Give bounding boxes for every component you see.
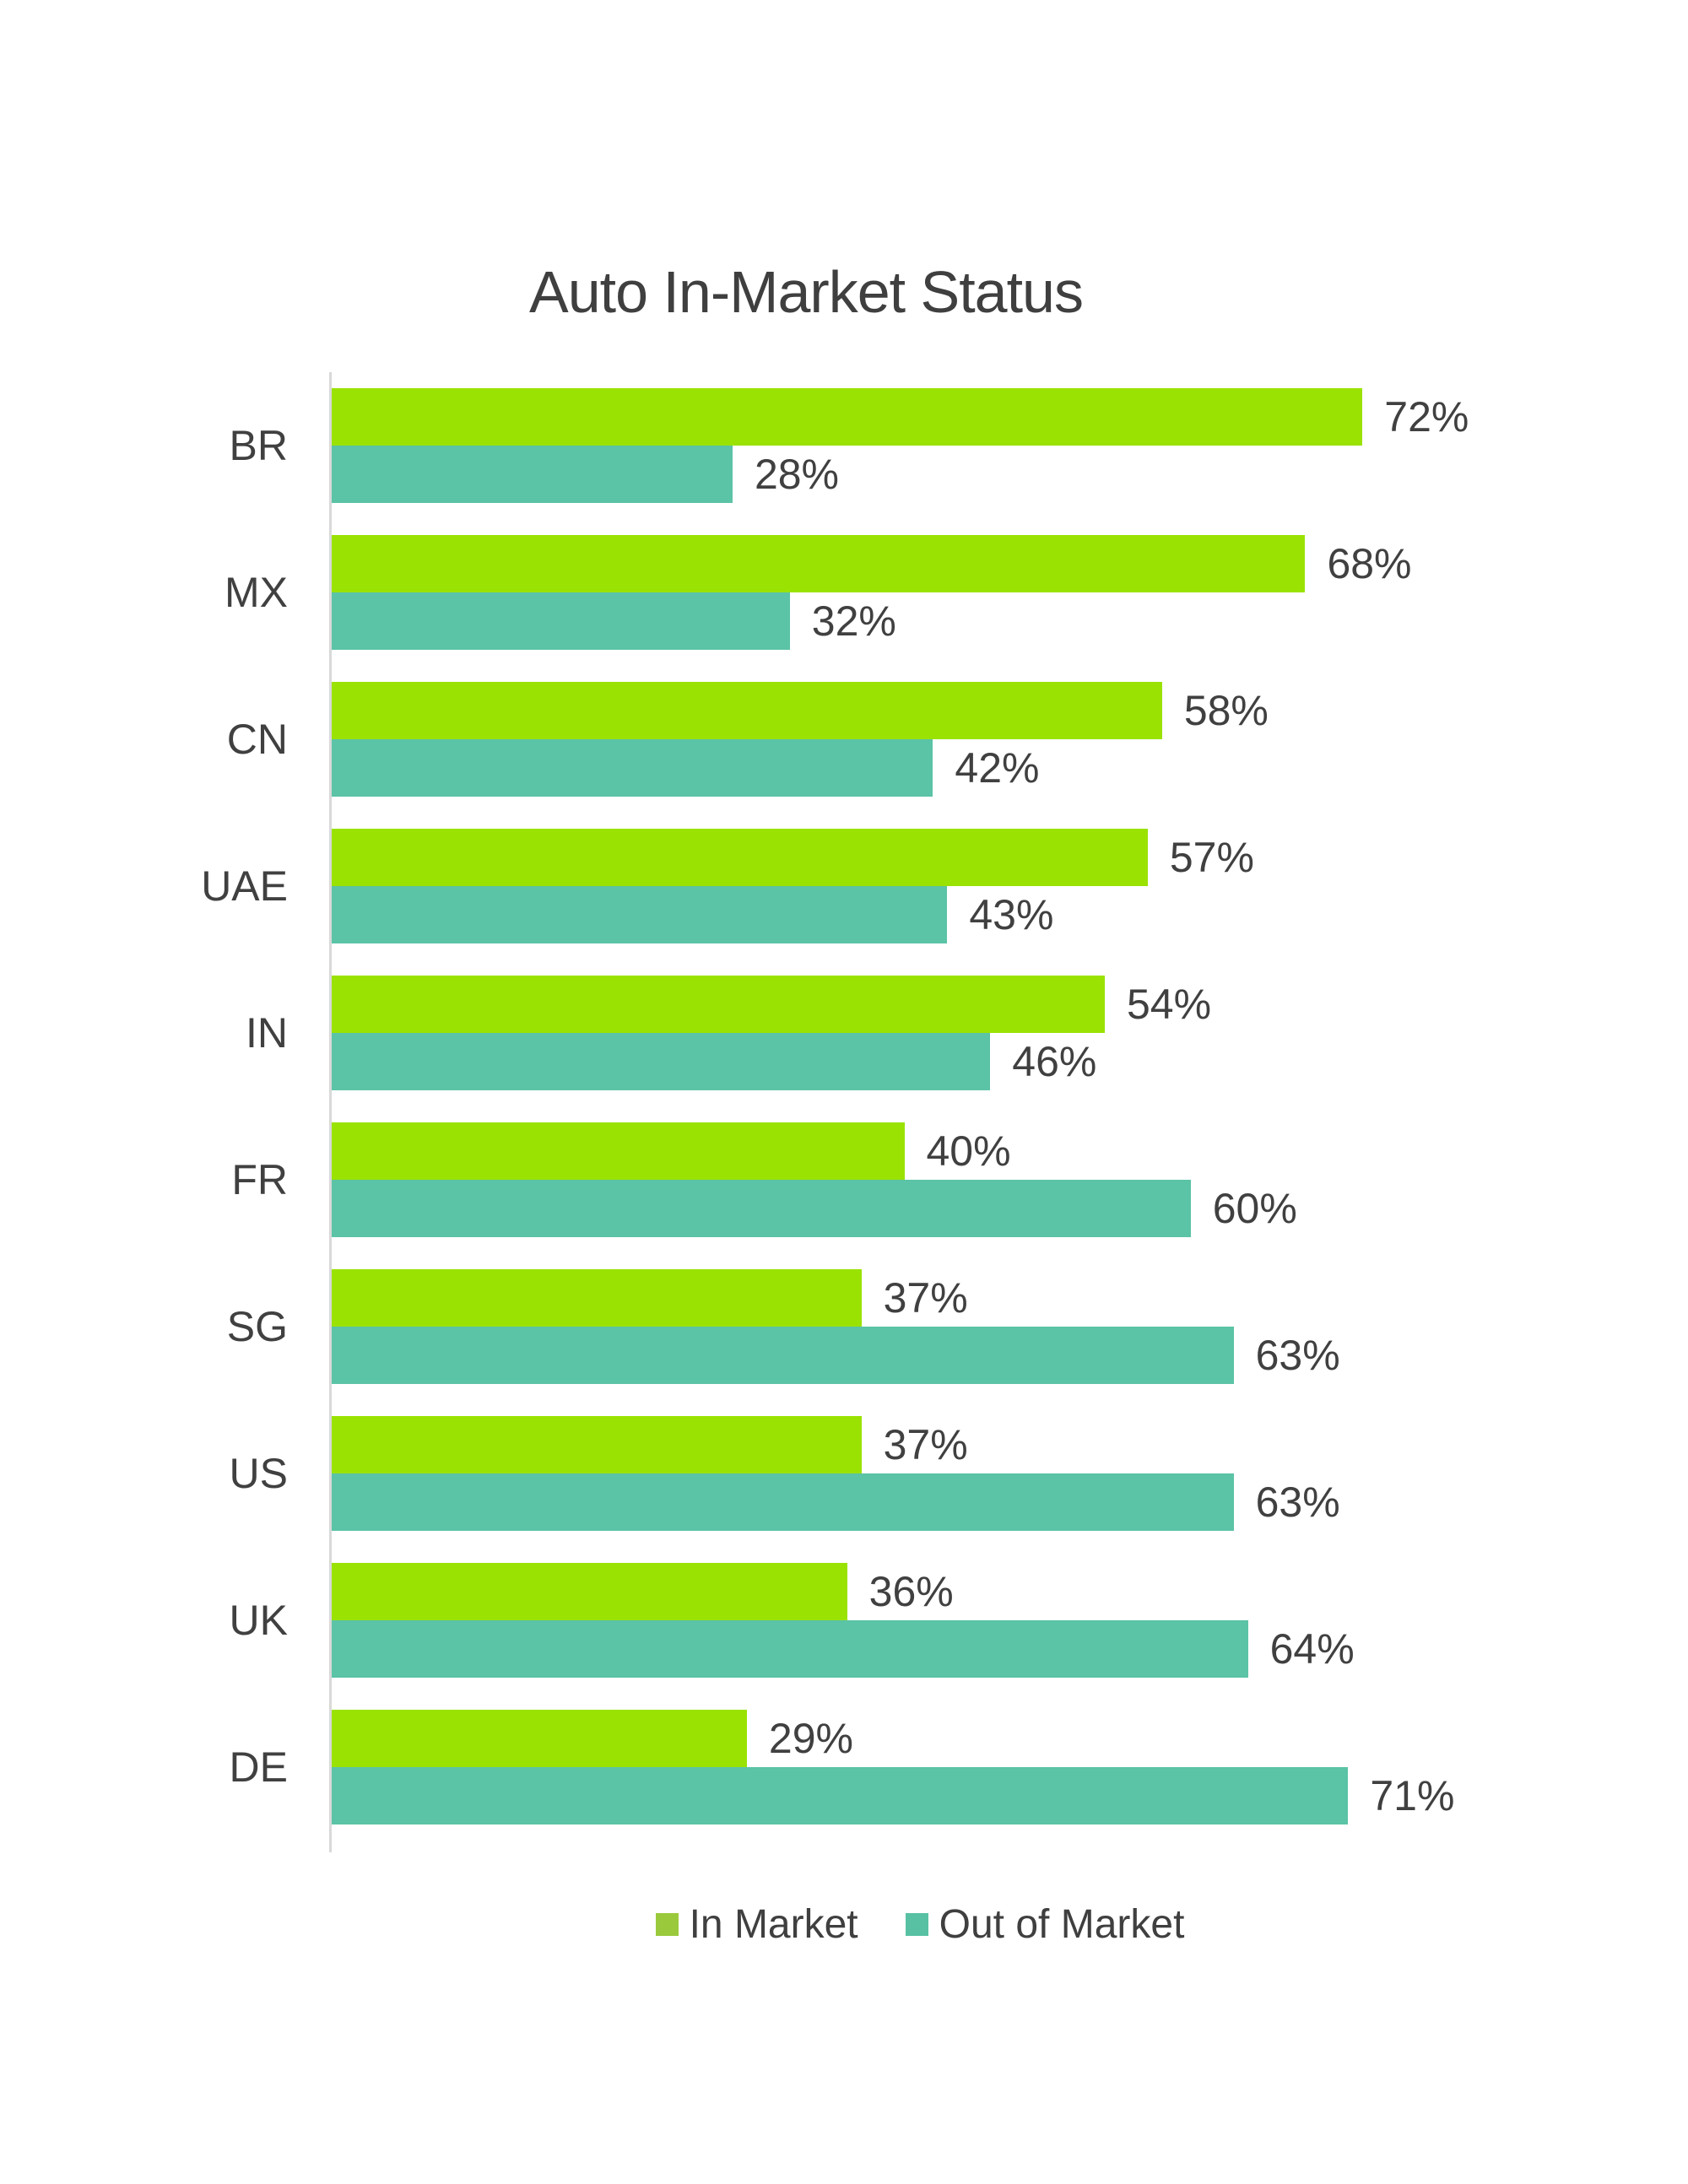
plot-area: BR 72% 28% MX 68% 32% CN 58% 42% UAE 57% 43% IN 54% 46…: [201, 372, 1477, 1852]
value-label-out-of-market-mx: 32%: [811, 597, 896, 645]
category-label-mx: MX: [225, 569, 288, 616]
value-label-out-of-market-br: 28%: [754, 451, 840, 498]
legend-item-out-of-market: Out of Market: [905, 1901, 1185, 1948]
value-label-in-market-us: 37%: [883, 1421, 968, 1468]
category-row-fr: FR 40% 60%: [231, 1122, 1477, 1237]
bar-out-of-market-in: [332, 1033, 991, 1090]
bar-line-in-market-sg: 37%: [332, 1269, 1477, 1327]
bar-in-market-uae: [332, 829, 1148, 886]
value-label-in-market-br: 72%: [1384, 393, 1469, 441]
bar-in-market-mx: [332, 535, 1306, 592]
bar-in-market-cn: [332, 682, 1162, 739]
value-label-in-market-uae: 57%: [1169, 834, 1254, 881]
category-row-br: BR 72% 28%: [230, 388, 1477, 503]
bar-in-market-de: [332, 1710, 747, 1767]
bar-line-in-market-us: 37%: [332, 1416, 1477, 1473]
bar-line-out-of-market-fr: 60%: [332, 1180, 1477, 1237]
value-label-out-of-market-us: 63%: [1255, 1479, 1340, 1526]
bar-line-in-market-mx: 68%: [332, 535, 1477, 592]
category-row-in: IN 54% 46%: [246, 976, 1477, 1090]
bar-line-out-of-market-uk: 64%: [332, 1620, 1477, 1678]
bar-in-market-fr: [332, 1122, 905, 1180]
bar-line-out-of-market-mx: 32%: [332, 592, 1477, 650]
bar-in-market-br: [332, 388, 1363, 446]
category-row-us: US 37% 63%: [230, 1416, 1477, 1531]
value-label-in-market-mx: 68%: [1327, 540, 1412, 587]
bar-line-in-market-de: 29%: [332, 1710, 1477, 1767]
bar-out-of-market-fr: [332, 1180, 1191, 1237]
legend: In Market Out of Market: [329, 1890, 1511, 1958]
bar-line-in-market-uae: 57%: [332, 829, 1477, 886]
bar-line-in-market-fr: 40%: [332, 1122, 1477, 1180]
value-label-in-market-sg: 37%: [883, 1274, 968, 1322]
legend-swatch-in-market-icon: [655, 1912, 679, 1936]
bar-line-in-market-br: 72%: [332, 388, 1477, 446]
category-label-br: BR: [229, 422, 288, 469]
value-label-out-of-market-de: 71%: [1370, 1772, 1455, 1819]
category-label-us: US: [229, 1450, 288, 1497]
bar-line-out-of-market-br: 28%: [332, 446, 1477, 503]
category-row-sg: SG 37% 63%: [227, 1269, 1477, 1384]
value-label-in-market-fr: 40%: [926, 1127, 1011, 1175]
category-label-sg: SG: [226, 1303, 288, 1350]
category-row-uk: UK 36% 64%: [230, 1563, 1477, 1678]
bar-out-of-market-sg: [332, 1327, 1234, 1384]
category-label-fr: FR: [231, 1156, 288, 1203]
value-label-in-market-in: 54%: [1126, 981, 1212, 1028]
bar-out-of-market-de: [332, 1767, 1349, 1825]
bar-line-out-of-market-sg: 63%: [332, 1327, 1477, 1384]
bar-out-of-market-uk: [332, 1620, 1248, 1678]
bar-out-of-market-uae: [332, 886, 948, 943]
category-label-uk: UK: [229, 1597, 288, 1644]
category-row-de: DE 29% 71%: [230, 1710, 1477, 1825]
category-label-cn: CN: [226, 716, 288, 763]
legend-item-in-market: In Market: [655, 1901, 858, 1948]
bar-line-in-market-uk: 36%: [332, 1563, 1477, 1620]
bar-line-out-of-market-uae: 43%: [332, 886, 1477, 943]
bar-line-in-market-cn: 58%: [332, 682, 1477, 739]
bar-out-of-market-mx: [332, 592, 790, 650]
value-label-in-market-de: 29%: [768, 1715, 853, 1762]
bar-line-out-of-market-in: 46%: [332, 1033, 1477, 1090]
category-row-uae: UAE 57% 43%: [201, 829, 1477, 943]
bar-in-market-in: [332, 976, 1105, 1033]
legend-swatch-out-of-market-icon: [905, 1912, 928, 1936]
value-label-out-of-market-cn: 42%: [955, 744, 1040, 792]
category-row-mx: MX 68% 32%: [225, 535, 1477, 650]
category-row-cn: CN 58% 42%: [227, 682, 1477, 797]
chart-title: Auto In-Market Status: [529, 259, 1084, 325]
value-label-out-of-market-fr: 60%: [1212, 1185, 1297, 1232]
value-label-in-market-cn: 58%: [1183, 687, 1269, 734]
legend-label-in-market: In Market: [689, 1901, 858, 1947]
category-label-in: IN: [246, 1009, 288, 1057]
category-label-uae: UAE: [201, 862, 288, 910]
value-label-out-of-market-uae: 43%: [969, 891, 1054, 938]
legend-label-out-of-market: Out of Market: [939, 1901, 1185, 1947]
bar-in-market-sg: [332, 1269, 862, 1327]
value-label-out-of-market-uk: 64%: [1269, 1625, 1355, 1673]
bar-line-out-of-market-cn: 42%: [332, 739, 1477, 797]
bar-out-of-market-br: [332, 446, 733, 503]
value-label-out-of-market-sg: 63%: [1255, 1332, 1340, 1379]
bar-line-out-of-market-us: 63%: [332, 1473, 1477, 1531]
bar-in-market-uk: [332, 1563, 847, 1620]
bar-in-market-us: [332, 1416, 862, 1473]
bar-out-of-market-cn: [332, 739, 933, 797]
value-label-out-of-market-in: 46%: [1012, 1038, 1097, 1085]
category-label-de: DE: [229, 1743, 288, 1791]
bar-out-of-market-us: [332, 1473, 1234, 1531]
bar-line-out-of-market-de: 71%: [332, 1767, 1477, 1825]
bar-line-in-market-in: 54%: [332, 976, 1477, 1033]
value-label-in-market-uk: 36%: [868, 1568, 954, 1615]
